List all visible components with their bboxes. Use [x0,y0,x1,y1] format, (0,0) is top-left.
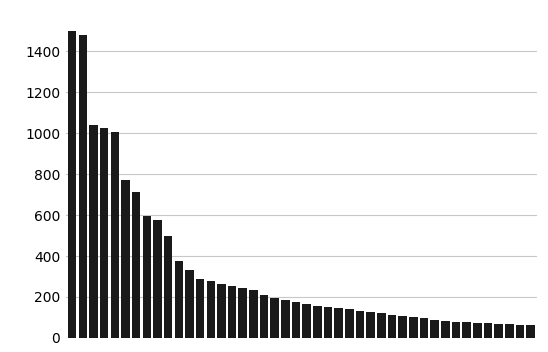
Bar [68,31,76,338]
Bar [89,125,98,338]
Bar [174,261,183,338]
Bar [334,308,343,338]
Bar [121,180,130,338]
Bar [441,321,449,338]
Bar [420,319,429,338]
Bar [281,300,290,338]
Bar [217,284,226,338]
Bar [313,306,322,338]
Bar [367,312,375,338]
Bar [164,235,173,338]
Bar [271,298,279,338]
Bar [324,307,332,338]
Bar [207,281,215,338]
Bar [260,295,269,338]
Bar [473,322,482,338]
Bar [228,286,236,338]
Bar [398,316,407,338]
Bar [484,323,492,338]
Bar [78,35,87,338]
Bar [377,313,386,338]
Bar [356,311,364,338]
Bar [185,270,193,338]
Bar [196,278,204,338]
Bar [430,320,439,338]
Bar [153,220,162,338]
Bar [452,322,460,338]
Bar [463,322,471,338]
Bar [111,132,119,338]
Bar [302,304,311,338]
Bar [292,302,300,338]
Bar [100,128,109,338]
Bar [516,325,524,338]
Bar [409,318,418,338]
Bar [494,323,503,338]
Bar [142,216,151,338]
Bar [249,290,258,338]
Bar [345,309,353,338]
Bar [527,325,535,338]
Bar [388,315,396,338]
Bar [505,324,513,338]
Bar [238,288,247,338]
Bar [132,191,140,338]
